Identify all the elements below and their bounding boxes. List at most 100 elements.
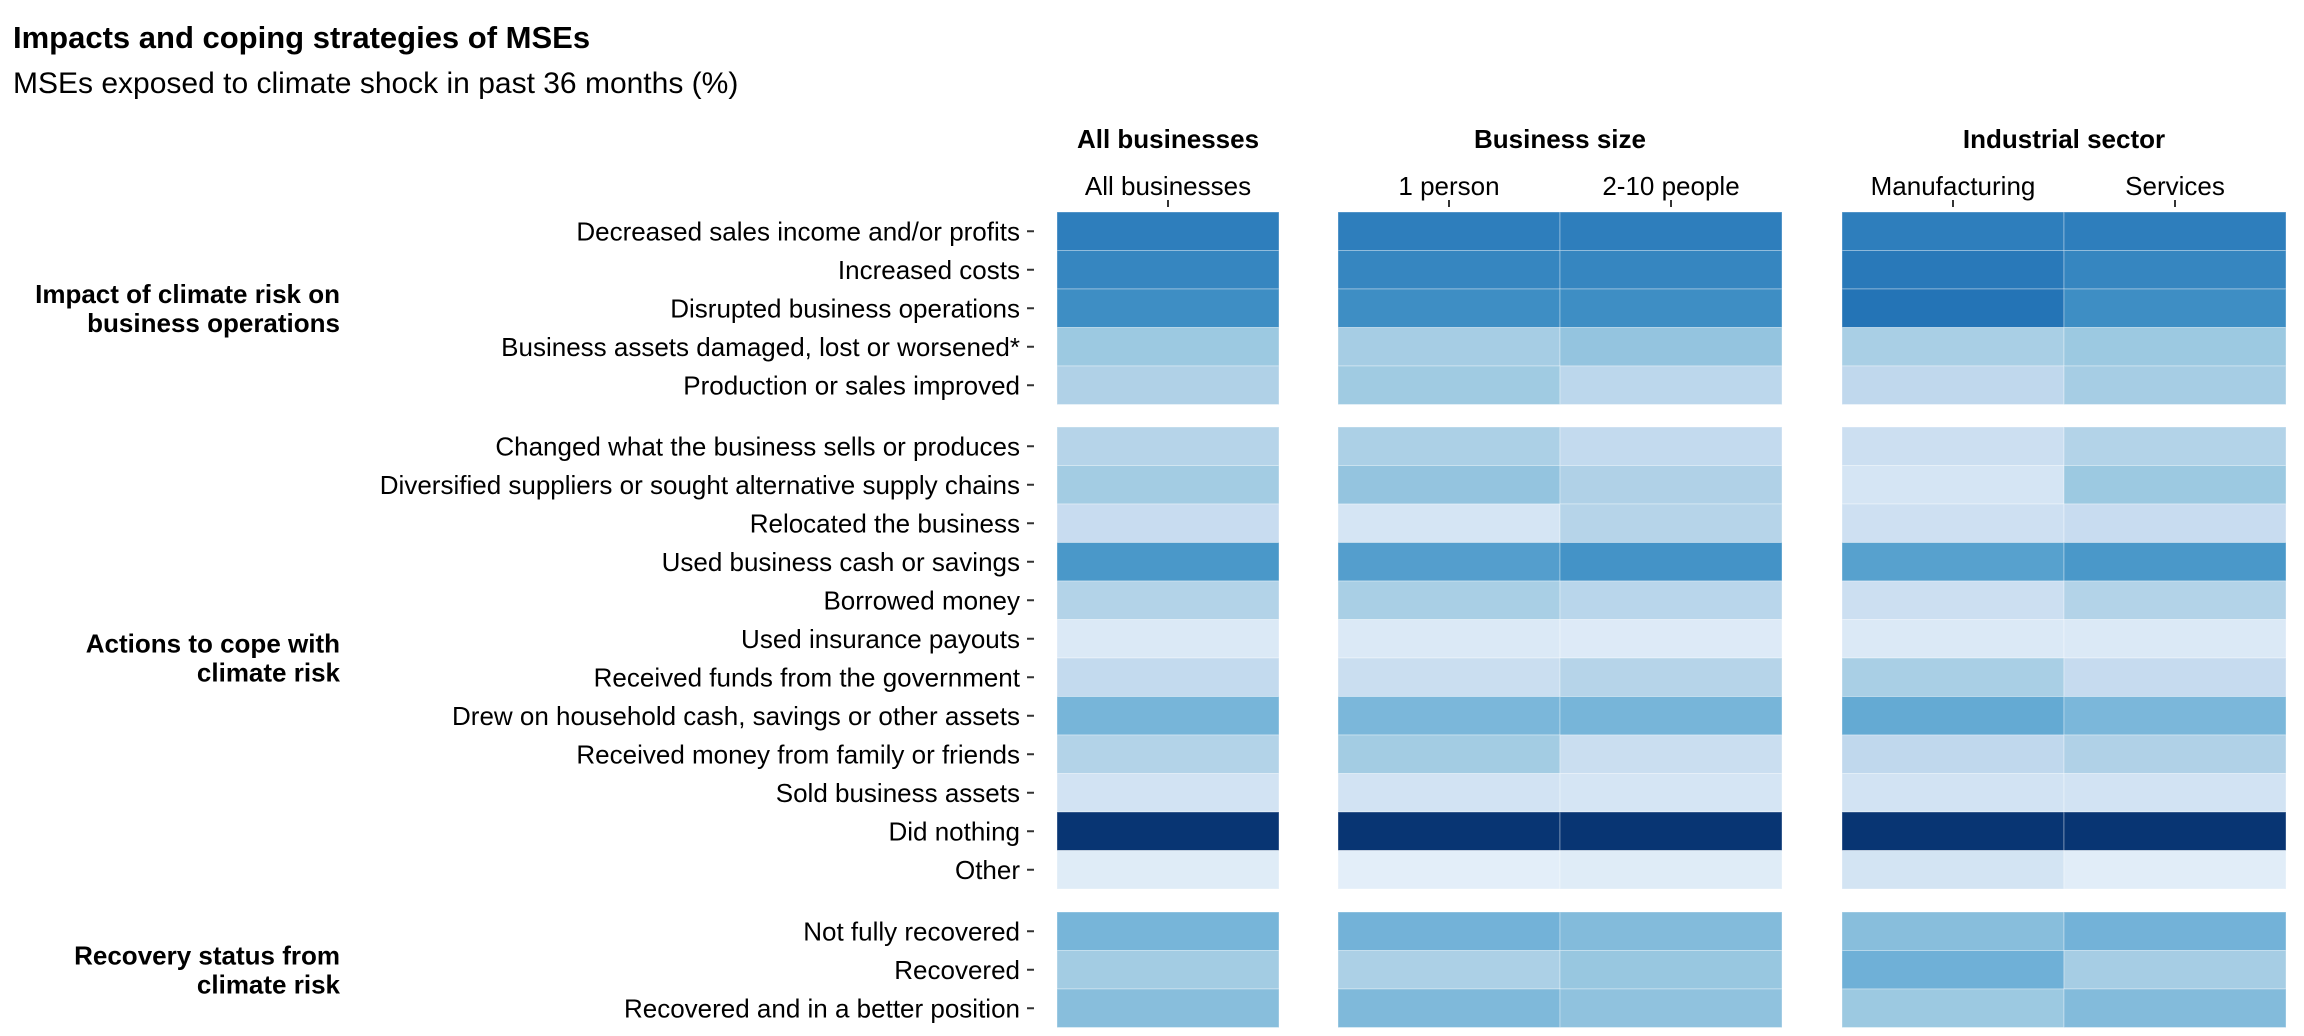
group-label: Actions to cope with	[86, 629, 340, 659]
group-label: Recovery status from	[74, 940, 340, 970]
heatmap-cell	[1841, 211, 2065, 251]
heatmap-cell	[2063, 250, 2287, 290]
row-label: Diversified suppliers or sought alternat…	[380, 470, 1020, 500]
row-label: Relocated the business	[750, 508, 1020, 538]
heatmap-cell	[1337, 327, 1561, 367]
row-label: Not fully recovered	[803, 916, 1020, 946]
column-label: Manufacturing	[1871, 171, 2036, 201]
heatmap-cell	[1559, 327, 1783, 367]
heatmap-cell	[1559, 811, 1783, 851]
heatmap-cell	[1559, 503, 1783, 543]
heatmap-cell	[1559, 288, 1783, 328]
row-label: Production or sales improved	[683, 370, 1020, 400]
heatmap-cell	[1841, 988, 2065, 1028]
heatmap-cell	[1559, 950, 1783, 990]
heatmap-cell	[1841, 773, 2065, 813]
panel-header: Industrial sector	[1963, 124, 2165, 154]
heatmap-cell	[1056, 696, 1280, 736]
heatmap-cell	[2063, 426, 2287, 466]
row-label: Changed what the business sells or produ…	[495, 431, 1020, 461]
group-label: climate risk	[197, 658, 341, 688]
heatmap-cell	[1337, 580, 1561, 620]
heatmap-cell	[1337, 657, 1561, 697]
column-label: All businesses	[1085, 171, 1251, 201]
heatmap-cell	[1841, 426, 2065, 466]
chart-subtitle: MSEs exposed to climate shock in past 36…	[13, 67, 738, 100]
heatmap-cell	[2063, 988, 2287, 1028]
heatmap-cell	[1337, 365, 1561, 405]
heatmap-cell	[1056, 503, 1280, 543]
heatmap-cell	[1056, 811, 1280, 851]
heatmap-cell	[1056, 911, 1280, 951]
heatmap-cell	[1337, 542, 1561, 582]
heatmap-cell	[2063, 327, 2287, 367]
heatmap-cell	[2063, 288, 2287, 328]
heatmap-cell	[1841, 580, 2065, 620]
group-label: Impact of climate risk on	[35, 279, 340, 309]
heatmap-cell	[1559, 734, 1783, 774]
heatmap-cell	[2063, 911, 2287, 951]
heatmap-cell	[1337, 250, 1561, 290]
heatmap-cell	[1559, 850, 1783, 890]
heatmap-cell	[1559, 619, 1783, 659]
column-label: Services	[2125, 171, 2225, 201]
heatmap-cell	[1559, 773, 1783, 813]
heatmap-cell	[1056, 988, 1280, 1028]
row-label: Disrupted business operations	[670, 293, 1020, 323]
heatmap-cell	[1056, 734, 1280, 774]
heatmap-cell	[1056, 426, 1280, 466]
heatmap-cell	[1559, 657, 1783, 697]
heatmap-cell	[1559, 211, 1783, 251]
heatmap-cell	[1056, 465, 1280, 505]
heatmap-cell	[1841, 811, 2065, 851]
row-label: Used insurance payouts	[741, 624, 1020, 654]
heatmap-cell	[1841, 542, 2065, 582]
heatmap-cell	[1559, 426, 1783, 466]
heatmap-cell	[1841, 465, 2065, 505]
group-label: climate risk	[197, 969, 341, 999]
heatmap-cell	[1056, 773, 1280, 813]
heatmap-cell	[2063, 734, 2287, 774]
heatmap-cell	[1841, 657, 2065, 697]
heatmap-cell	[1841, 288, 2065, 328]
row-label: Drew on household cash, savings or other…	[452, 701, 1020, 731]
row-label: Received funds from the government	[594, 662, 1021, 692]
heatmap-cell	[1841, 250, 2065, 290]
panel-header: All businesses	[1077, 124, 1259, 154]
heatmap-cell	[1841, 911, 2065, 951]
heatmap-cell	[1337, 773, 1561, 813]
heatmap-cell	[1056, 250, 1280, 290]
panel-header: Business size	[1474, 124, 1646, 154]
heatmap-cell	[1337, 696, 1561, 736]
heatmap-cell	[2063, 542, 2287, 582]
heatmap-cell	[1559, 580, 1783, 620]
heatmap-cell	[1841, 365, 2065, 405]
heatmap-cell	[2063, 503, 2287, 543]
heatmap-cell	[1056, 950, 1280, 990]
row-label: Business assets damaged, lost or worsene…	[501, 332, 1020, 362]
heatmap-cell	[2063, 619, 2287, 659]
heatmap-cell	[1056, 288, 1280, 328]
heatmap-cell	[1841, 850, 2065, 890]
row-label: Other	[955, 855, 1020, 885]
heatmap-cell	[1056, 211, 1280, 251]
heatmap-cell	[1337, 850, 1561, 890]
heatmap-cell	[1056, 850, 1280, 890]
heatmap-cell	[2063, 696, 2287, 736]
row-label: Sold business assets	[776, 778, 1020, 808]
heatmap-cell	[2063, 580, 2287, 620]
heatmap-cell	[2063, 211, 2287, 251]
heatmap-cell	[1337, 811, 1561, 851]
heatmap-cell	[2063, 657, 2287, 697]
row-label: Received money from family or friends	[576, 739, 1020, 769]
heatmap-cell	[1841, 734, 2065, 774]
chart-title: Impacts and coping strategies of MSEs	[13, 20, 590, 55]
heatmap-cell	[1559, 911, 1783, 951]
group-label: business operations	[87, 308, 340, 338]
heatmap-cell	[1559, 465, 1783, 505]
heatmap-cell	[1337, 288, 1561, 328]
heatmap-cell	[2063, 950, 2287, 990]
heatmap-cell	[1056, 657, 1280, 697]
heatmap-cell	[1056, 619, 1280, 659]
